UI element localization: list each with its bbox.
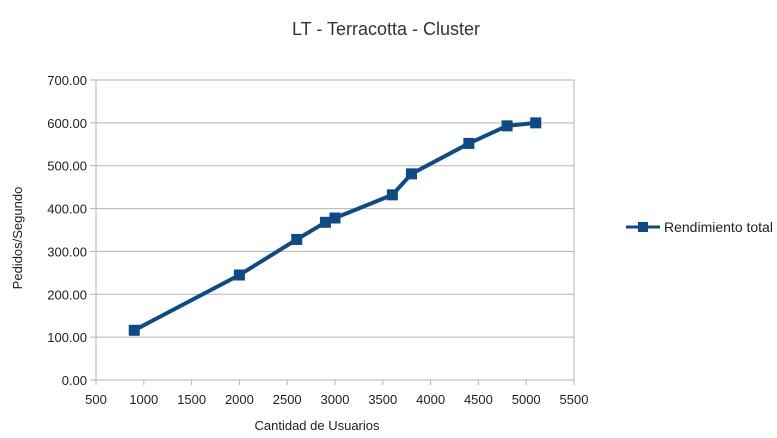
data-point	[319, 216, 331, 228]
x-tick-label: 4500	[464, 392, 493, 407]
y-tick-label: 100.00	[47, 330, 87, 345]
x-tick-label: 4000	[416, 392, 445, 407]
x-tick-label: 3000	[321, 392, 350, 407]
legend: Rendimiento total	[626, 219, 773, 235]
y-tick-label: 300.00	[47, 244, 87, 259]
data-point	[405, 168, 417, 180]
data-point	[386, 189, 398, 201]
y-axis-ticks: 0.00 100.00 200.00 300.00 400.00 500.00 600.00…	[47, 73, 96, 388]
data-point	[128, 324, 140, 336]
x-tick-label: 5000	[512, 392, 541, 407]
x-tick-label: 2000	[225, 392, 254, 407]
x-tick-label: 2500	[273, 392, 302, 407]
y-tick-label: 0.00	[62, 373, 87, 388]
y-tick-label: 600.00	[47, 116, 87, 131]
y-tick-label: 400.00	[47, 202, 87, 217]
data-point	[291, 233, 303, 245]
legend-marker	[638, 222, 648, 232]
y-tick-label: 700.00	[47, 73, 87, 88]
chart-title: LT - Terracotta - Cluster	[292, 19, 480, 39]
x-axis-ticks: 500 1000 1500 2000 2500 3000 3500 4000 4500 5000 5…	[85, 380, 588, 407]
data-point	[530, 117, 542, 129]
y-tick-label: 200.00	[47, 287, 87, 302]
x-tick-label: 3500	[368, 392, 397, 407]
x-tick-label: 5500	[560, 392, 589, 407]
y-tick-label: 500.00	[47, 159, 87, 174]
gridlines	[96, 79, 574, 381]
y-axis-label: Pedidos/Segundo	[10, 187, 25, 290]
data-point	[501, 120, 513, 132]
x-tick-label: 1500	[177, 392, 206, 407]
data-point	[329, 212, 341, 224]
series-layer	[128, 117, 542, 336]
x-tick-label: 1000	[129, 392, 158, 407]
data-point	[463, 137, 475, 149]
series-line	[133, 120, 536, 333]
x-axis-label: Cantidad de Usuarios	[254, 418, 380, 433]
legend-label: Rendimiento total	[664, 219, 773, 235]
x-tick-label: 500	[85, 392, 107, 407]
data-point	[233, 269, 245, 281]
